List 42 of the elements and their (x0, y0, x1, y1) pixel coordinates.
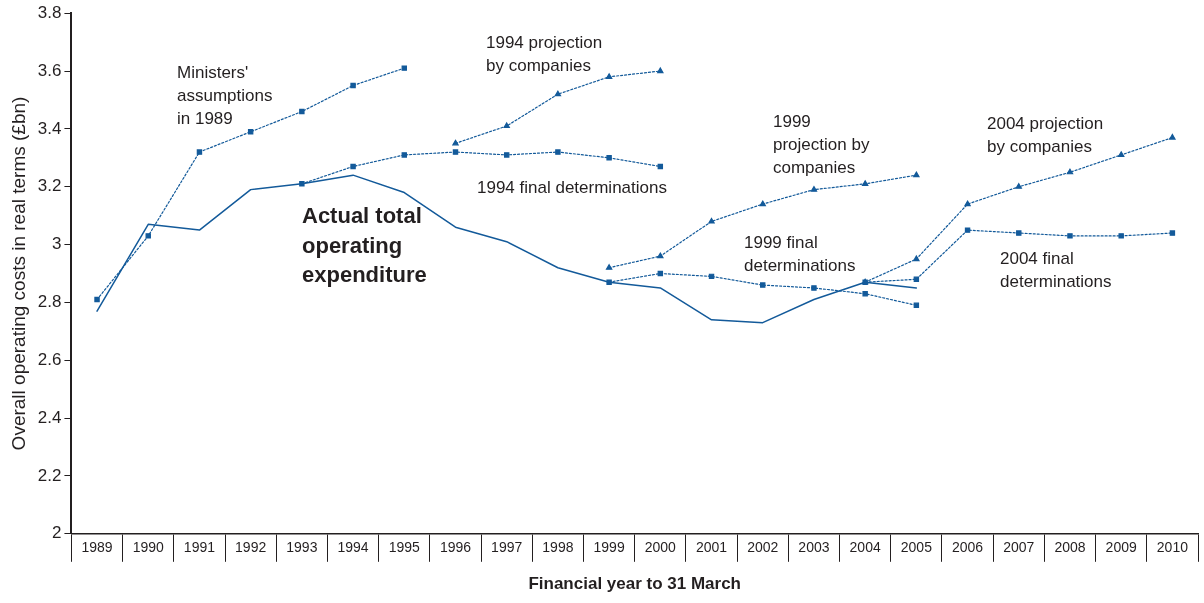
series-label: 2004 final determinations (1000, 248, 1112, 291)
y-tick-label: 2.6 (37, 349, 62, 369)
series-label: 1999 final determinations (744, 232, 856, 275)
x-tick-label: 2002 (747, 539, 779, 556)
y-tick-label: 2 (51, 523, 62, 543)
y-tick-label: 3.6 (37, 60, 62, 80)
x-tick-label: 1989 (81, 539, 113, 556)
x-tick-label: 2008 (1054, 539, 1086, 556)
x-tick-label: 2005 (900, 539, 933, 556)
y-tick-label: 3.4 (37, 118, 62, 138)
y-tick-label: 2.2 (37, 465, 62, 485)
x-tick-label: 1999 (593, 539, 625, 556)
series-label: Actual total operating expenditure (302, 203, 427, 288)
x-tick-label: 1996 (439, 539, 472, 556)
series-label: 1994 projection by companies (486, 32, 603, 75)
x-tick-label: 2001 (695, 539, 728, 556)
x-tick-label: 1991 (183, 539, 216, 556)
series-label: 1999 projection by companies (773, 111, 870, 177)
x-tick-label: 1994 (337, 539, 369, 556)
x-tick-label: 1992 (235, 539, 267, 556)
x-tick-label: 2009 (1105, 539, 1137, 556)
x-tick-label: 1997 (491, 539, 523, 556)
y-tick-label: 3 (51, 234, 62, 254)
y-tick-label: 3.8 (37, 2, 62, 22)
x-axis-title: Financial year to 31 March (528, 574, 742, 594)
x-tick-label: 2003 (798, 539, 830, 556)
x-tick-label: 2006 (951, 539, 984, 556)
y-tick-label: 2.8 (37, 292, 62, 312)
x-tick-label: 1998 (542, 539, 574, 556)
series-label: 1994 final determinations (477, 177, 667, 197)
x-tick-label: 2007 (1003, 539, 1035, 556)
x-tick-label: 2010 (1156, 539, 1189, 556)
series-label: 2004 projection by companies (987, 113, 1104, 156)
x-tick-label: 2000 (644, 539, 677, 556)
y-axis-title: Overall operating costs in real terms (£bn) (7, 96, 29, 451)
y-tick-label: 2.4 (37, 407, 62, 427)
y-tick-label: 3.2 (37, 176, 62, 196)
series-label: Ministers' assumptions in 1989 (177, 62, 273, 128)
x-tick-label: 1990 (132, 539, 165, 556)
x-tick-label: 2004 (849, 539, 881, 556)
x-tick-label: 1995 (388, 539, 421, 556)
x-tick-label: 1993 (286, 539, 318, 556)
